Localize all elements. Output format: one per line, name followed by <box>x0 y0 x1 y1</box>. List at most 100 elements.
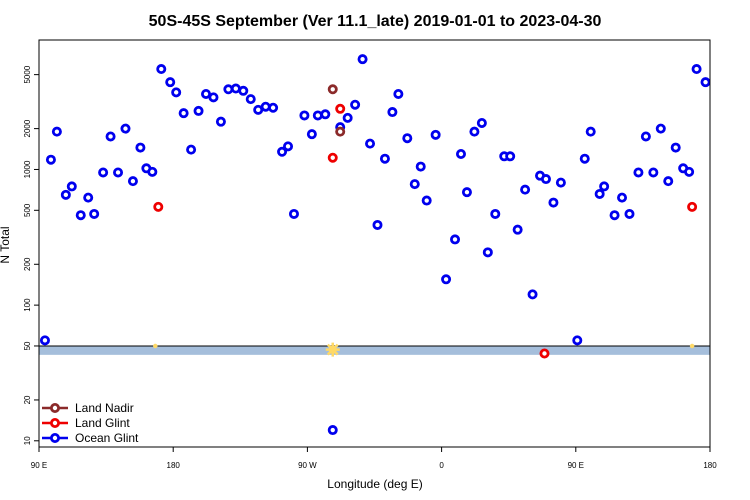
ocean-glint-point <box>402 133 413 144</box>
ocean-glint-point <box>663 176 674 187</box>
land-nadir-point <box>327 84 338 95</box>
ocean-glint-point <box>585 126 596 137</box>
x-tick-label: 180 <box>167 461 181 470</box>
y-tick-label: 200 <box>23 257 32 271</box>
sun-core <box>153 344 157 348</box>
ocean-glint-point <box>350 99 361 110</box>
threshold-band <box>39 345 710 355</box>
ocean-glint-point <box>66 181 77 192</box>
ocean-glint-point <box>700 77 711 88</box>
ocean-glint-point <box>215 116 226 127</box>
ocean-glint-point <box>461 187 472 198</box>
ocean-glint-point <box>572 335 583 346</box>
sun-icon <box>325 342 340 357</box>
ocean-glint-point <box>277 146 288 157</box>
sun-core <box>328 345 337 354</box>
ocean-glint-point <box>127 176 138 187</box>
land-glint-point <box>335 103 346 114</box>
ocean-glint-point <box>312 110 323 121</box>
legend-marker <box>50 402 61 413</box>
x-tick-label: 90 E <box>31 461 47 470</box>
y-tick-label: 100 <box>23 298 32 312</box>
ocean-glint-point <box>306 129 317 140</box>
ocean-glint-point <box>633 167 644 178</box>
ocean-glint-point <box>83 192 94 203</box>
ocean-glint-point <box>648 167 659 178</box>
ocean-glint-point <box>409 179 420 190</box>
ocean-glint-point <box>540 174 551 185</box>
ocean-glint-point <box>490 208 501 219</box>
legend-label: Land Glint <box>75 416 130 430</box>
x-tick-label: 0 <box>439 461 444 470</box>
land-nadir-point <box>335 126 346 137</box>
chart-title: 50S-45S September (Ver 11.1_late) 2019-0… <box>149 13 602 30</box>
ocean-glint-point <box>268 102 279 113</box>
x-axis: 90 E 180 90 W 0 90 E 180 <box>31 447 717 470</box>
ocean-glint-point <box>393 88 404 99</box>
ocean-glint-point <box>482 247 493 258</box>
ocean-glint-point <box>260 101 271 112</box>
ocean-glint-point <box>609 210 620 221</box>
ocean-glint-point <box>178 108 189 119</box>
threshold-band-layer <box>39 345 710 355</box>
legend-marker <box>50 417 61 428</box>
ocean-glint-point <box>193 105 204 116</box>
ocean-glint-point <box>441 274 452 285</box>
ocean-glint-point <box>476 118 487 129</box>
legend-marker <box>50 432 61 443</box>
ocean-glint-point <box>245 94 256 105</box>
ocean-glint-point <box>372 219 383 230</box>
ocean-glint-point <box>283 141 294 152</box>
x-axis-label: Longitude (deg E) <box>327 477 422 491</box>
ocean-glint-point <box>135 142 146 153</box>
y-tick-label: 50 <box>23 341 32 350</box>
sun-icon <box>689 343 695 349</box>
ocean-glint-point <box>421 195 432 206</box>
data-points-layer <box>39 54 711 436</box>
y-tick-label: 5000 <box>23 65 32 83</box>
ocean-glint-point <box>238 85 249 96</box>
land-glint-point <box>153 201 164 212</box>
ocean-glint-point <box>120 123 131 134</box>
ocean-glint-point <box>75 210 86 221</box>
ocean-glint-point <box>89 208 100 219</box>
ocean-glint-point <box>527 289 538 300</box>
ocean-glint-point <box>387 107 398 118</box>
ocean-glint-point <box>594 188 605 199</box>
ocean-glint-point <box>640 131 651 142</box>
ocean-glint-point <box>691 64 702 75</box>
ocean-glint-point <box>365 138 376 149</box>
plot-frame <box>38 39 711 448</box>
x-tick-label: 90 E <box>568 461 584 470</box>
y-axis-label: N Total <box>0 226 12 263</box>
ocean-glint-point <box>299 110 310 121</box>
ocean-glint-point <box>186 144 197 155</box>
ocean-glint-point <box>520 184 531 195</box>
ocean-glint-point <box>288 208 299 219</box>
y-tick-label: 2000 <box>23 119 32 137</box>
ocean-glint-point <box>357 54 368 65</box>
ocean-glint-point <box>156 64 167 75</box>
ocean-glint-point <box>455 149 466 160</box>
land-glint-point <box>539 348 550 359</box>
ocean-glint-point <box>45 154 56 165</box>
ocean-glint-point <box>98 167 109 178</box>
ocean-glint-point <box>579 153 590 164</box>
x-tick-label: 90 W <box>298 461 317 470</box>
ocean-glint-point <box>450 234 461 245</box>
y-tick-label: 500 <box>23 203 32 217</box>
ocean-glint-point <box>51 126 62 137</box>
ocean-glint-point <box>469 126 480 137</box>
ocean-glint-point <box>171 87 182 98</box>
ocean-glint-point <box>105 131 116 142</box>
ocean-glint-point <box>60 189 71 200</box>
ocean-glint-point <box>617 192 628 203</box>
y-tick-label: 1000 <box>23 160 32 178</box>
ocean-glint-point <box>208 92 219 103</box>
ocean-glint-point <box>684 166 695 177</box>
sun-core <box>690 344 694 348</box>
ocean-glint-point <box>555 177 566 188</box>
legend-entry-land-glint: Land Glint <box>42 416 130 430</box>
